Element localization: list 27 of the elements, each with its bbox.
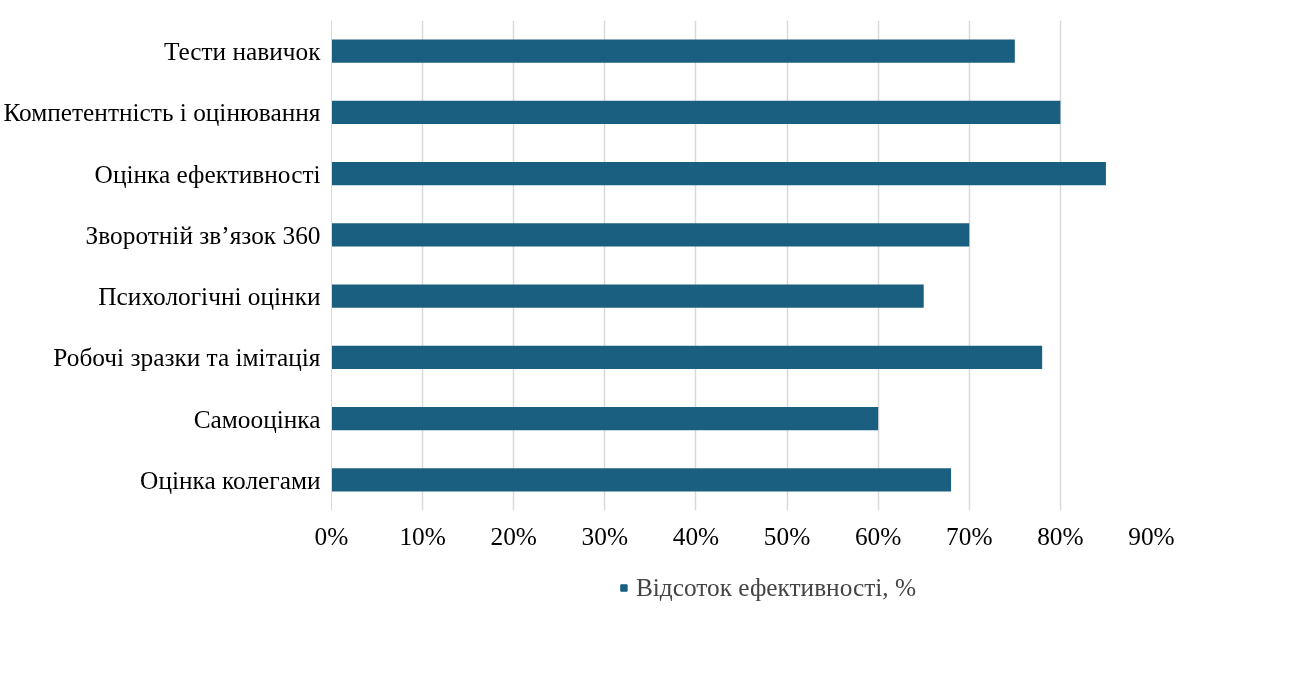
- bar: [331, 284, 924, 308]
- x-tick-label: 40%: [672, 521, 720, 550]
- y-tick-label: Оцінка колегами: [140, 465, 321, 494]
- bar: [331, 39, 1015, 63]
- y-tick-label: Робочі зразки та імітація: [53, 343, 321, 372]
- bar: [331, 100, 1061, 125]
- bar: [331, 223, 970, 247]
- x-tick-label: 50%: [763, 521, 811, 550]
- x-tick-label: 90%: [1128, 521, 1175, 550]
- x-tick-label: 60%: [854, 521, 902, 550]
- bar: [331, 406, 879, 431]
- x-tick-label: 20%: [490, 521, 537, 550]
- x-tick-label: 10%: [399, 521, 446, 550]
- y-tick-label: Зворотній зв’язок 360: [85, 220, 321, 249]
- bar: [331, 468, 952, 492]
- x-tick-label: 0%: [314, 521, 349, 550]
- bar: [331, 345, 1043, 370]
- y-tick-label: Самооцінка: [193, 404, 321, 433]
- y-tick-label: Тести навичок: [163, 37, 322, 66]
- y-tick-label: Оцінка ефективності: [94, 159, 321, 188]
- x-tick-label: 30%: [581, 521, 629, 550]
- x-tick-label: 70%: [946, 521, 993, 550]
- bar: [331, 161, 1106, 186]
- legend-label: Відсоток ефективності, %: [635, 572, 917, 602]
- y-tick-label: Компетентність і оцінювання: [3, 98, 321, 127]
- x-tick-label: 80%: [1037, 521, 1084, 550]
- y-tick-label: Психологічні оцінки: [98, 282, 321, 311]
